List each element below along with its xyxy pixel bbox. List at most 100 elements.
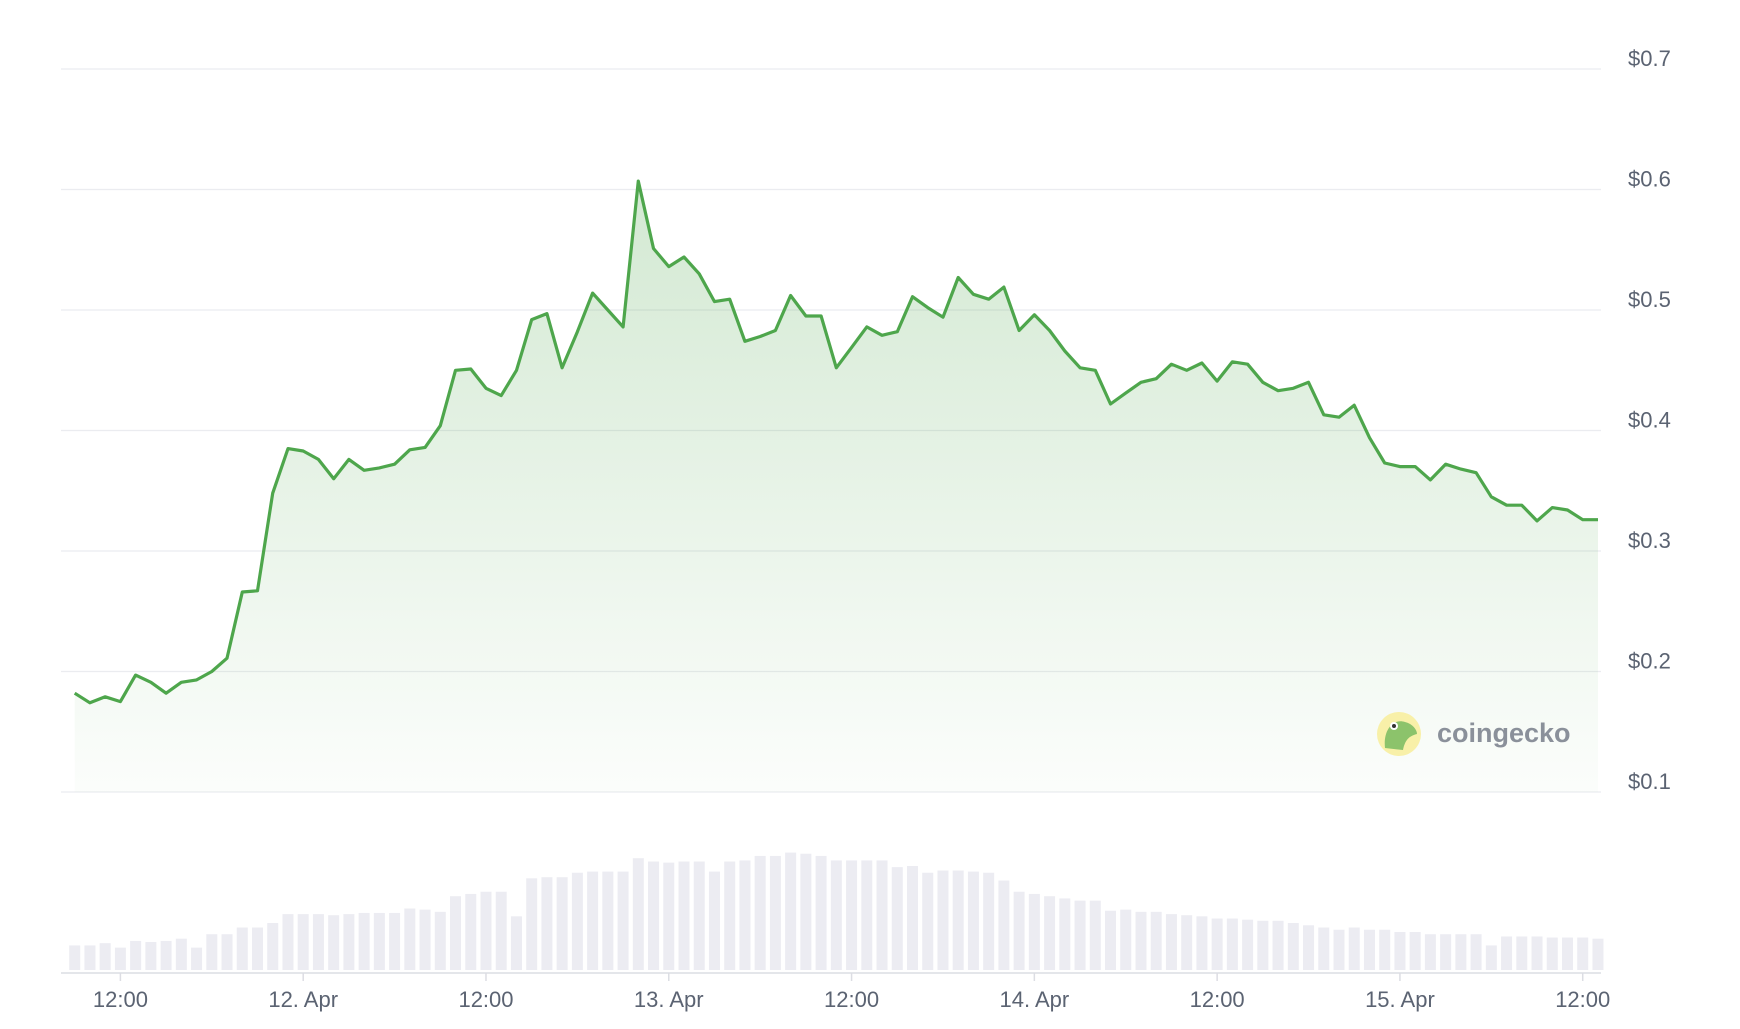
x-tick-label: 12:00 xyxy=(824,987,879,1012)
volume-bar xyxy=(1242,919,1254,970)
watermark: coingecko xyxy=(1377,712,1571,756)
volume-bar xyxy=(312,914,324,970)
y-tick-label: $0.3 xyxy=(1628,528,1671,553)
volume-bar xyxy=(1348,927,1360,970)
volume-bar xyxy=(1165,914,1177,970)
volume-bar xyxy=(1150,911,1162,970)
volume-bar xyxy=(693,861,705,970)
volume-bar xyxy=(1485,945,1497,970)
volume-bar xyxy=(1013,891,1025,970)
volume-bar xyxy=(815,855,827,970)
volume-bar xyxy=(739,860,751,970)
volume-bar xyxy=(1257,920,1269,970)
volume-bar xyxy=(876,860,888,970)
volume-bar xyxy=(983,872,995,970)
volume-bar xyxy=(891,867,903,970)
volume-bar xyxy=(69,945,81,970)
x-tick-label: 12. Apr xyxy=(268,987,338,1012)
volume-bar xyxy=(952,870,964,970)
volume-bar xyxy=(602,871,614,970)
volume-bar xyxy=(495,891,507,970)
volume-bar xyxy=(1135,911,1147,970)
volume-bar xyxy=(1303,925,1315,970)
logo-pupil xyxy=(1392,724,1396,728)
volume-bar xyxy=(419,909,431,970)
volume-bar xyxy=(282,914,294,970)
volume-bar xyxy=(541,877,553,970)
volume-bar xyxy=(328,915,340,970)
volume-bar xyxy=(1470,934,1482,970)
volume-bar xyxy=(1120,909,1132,970)
volume-bar xyxy=(1561,937,1573,970)
volume-bar xyxy=(1577,937,1589,970)
price-line xyxy=(73,179,1598,705)
y-tick-label: $0.7 xyxy=(1628,46,1671,71)
volume-bar xyxy=(587,871,599,970)
volume-bar xyxy=(236,927,248,970)
volume-bar xyxy=(663,862,675,970)
volume-bar xyxy=(1440,934,1452,970)
x-tick-label: 14. Apr xyxy=(999,987,1069,1012)
volume-bar xyxy=(510,916,522,970)
volume-bar xyxy=(480,891,492,970)
y-tick-label: $0.1 xyxy=(1628,769,1671,794)
y-tick-label: $0.2 xyxy=(1628,648,1671,673)
volume-bar xyxy=(678,861,690,970)
volume-bar xyxy=(800,853,812,970)
volume-bar xyxy=(708,871,720,970)
x-tick-label: 12:00 xyxy=(1190,987,1245,1012)
volume-bar xyxy=(160,940,172,970)
volume-bar xyxy=(297,914,309,970)
volume-bar xyxy=(145,942,157,970)
volume-bar xyxy=(373,912,385,970)
volume-bar xyxy=(175,938,187,970)
volume-bar xyxy=(191,947,203,970)
volume-bar xyxy=(84,945,96,970)
volume-bar xyxy=(1592,938,1604,970)
volume-bar xyxy=(130,940,142,970)
volume-bar xyxy=(404,908,416,970)
volume-bar xyxy=(922,872,934,970)
volume-bar xyxy=(221,934,233,970)
volume-bar xyxy=(1074,900,1086,970)
volume-bar xyxy=(1394,931,1406,970)
volume-bar xyxy=(937,870,949,970)
volume-bar xyxy=(861,860,873,970)
volume-bar xyxy=(754,855,766,970)
volume-bar xyxy=(830,860,842,970)
volume-bar xyxy=(1044,896,1056,970)
volume-bar xyxy=(556,877,568,970)
volume-bar xyxy=(251,927,263,970)
volume-bar xyxy=(1516,936,1528,970)
volume-layer xyxy=(69,852,1604,970)
volume-bar xyxy=(1318,927,1330,970)
volume-bar xyxy=(769,855,781,970)
volume-bar xyxy=(99,943,111,970)
volume-bar xyxy=(1424,934,1436,970)
volume-bar xyxy=(1028,893,1040,970)
price-area xyxy=(74,181,1599,793)
volume-bar xyxy=(1272,920,1284,970)
volume-bar xyxy=(571,872,583,970)
volume-bar xyxy=(1409,931,1421,970)
volume-bar xyxy=(465,893,477,970)
volume-bar xyxy=(1531,936,1543,970)
volume-bar xyxy=(1287,923,1299,970)
volume-bar xyxy=(724,861,736,970)
y-tick-label: $0.4 xyxy=(1628,407,1671,432)
volume-bar xyxy=(358,912,370,970)
volume-bar xyxy=(1181,915,1193,970)
volume-bar xyxy=(785,852,797,970)
volume-bar xyxy=(1363,929,1375,970)
volume-bar xyxy=(343,914,355,970)
volume-bar xyxy=(1105,910,1117,970)
volume-bar xyxy=(267,923,279,970)
volume-bar xyxy=(206,934,218,970)
y-tick-label: $0.5 xyxy=(1628,287,1671,312)
volume-bar xyxy=(450,896,462,970)
volume-bar xyxy=(998,880,1010,970)
volume-bar xyxy=(648,861,660,970)
volume-bar xyxy=(1333,929,1345,970)
